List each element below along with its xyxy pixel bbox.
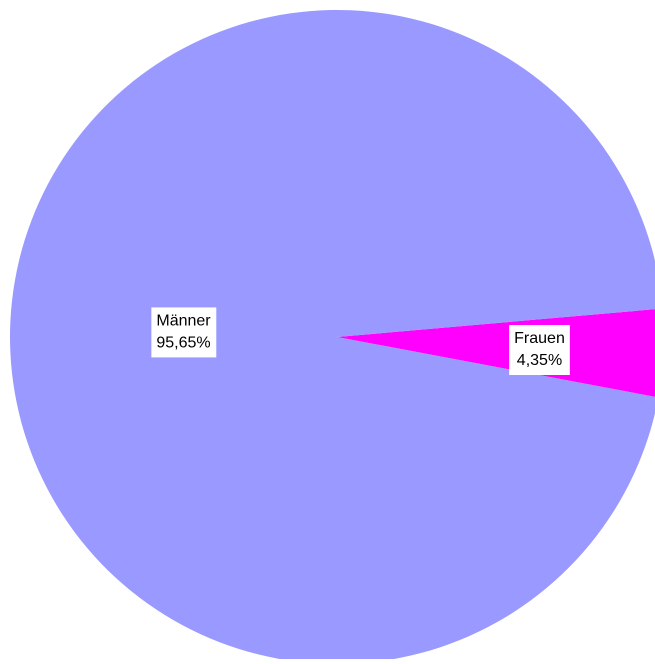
pie-slices <box>10 10 655 664</box>
slice-label-name: Frauen <box>514 330 565 347</box>
slice-label-m-nner: Männer 95,65% <box>151 307 217 358</box>
slice-label-value: 95,65% <box>156 334 210 351</box>
pie-slice-m-nner <box>10 10 655 664</box>
slice-label-name: Männer <box>156 312 211 329</box>
slice-label-value: 4,35% <box>517 352 562 369</box>
slice-label-frauen: Frauen 4,35% <box>509 325 570 376</box>
pie-labels: Frauen 4,35% Männer 95,65% <box>151 307 570 376</box>
slice-label-box <box>509 325 570 376</box>
slice-label-box <box>151 307 217 358</box>
pie-slice-frauen <box>337 309 655 397</box>
